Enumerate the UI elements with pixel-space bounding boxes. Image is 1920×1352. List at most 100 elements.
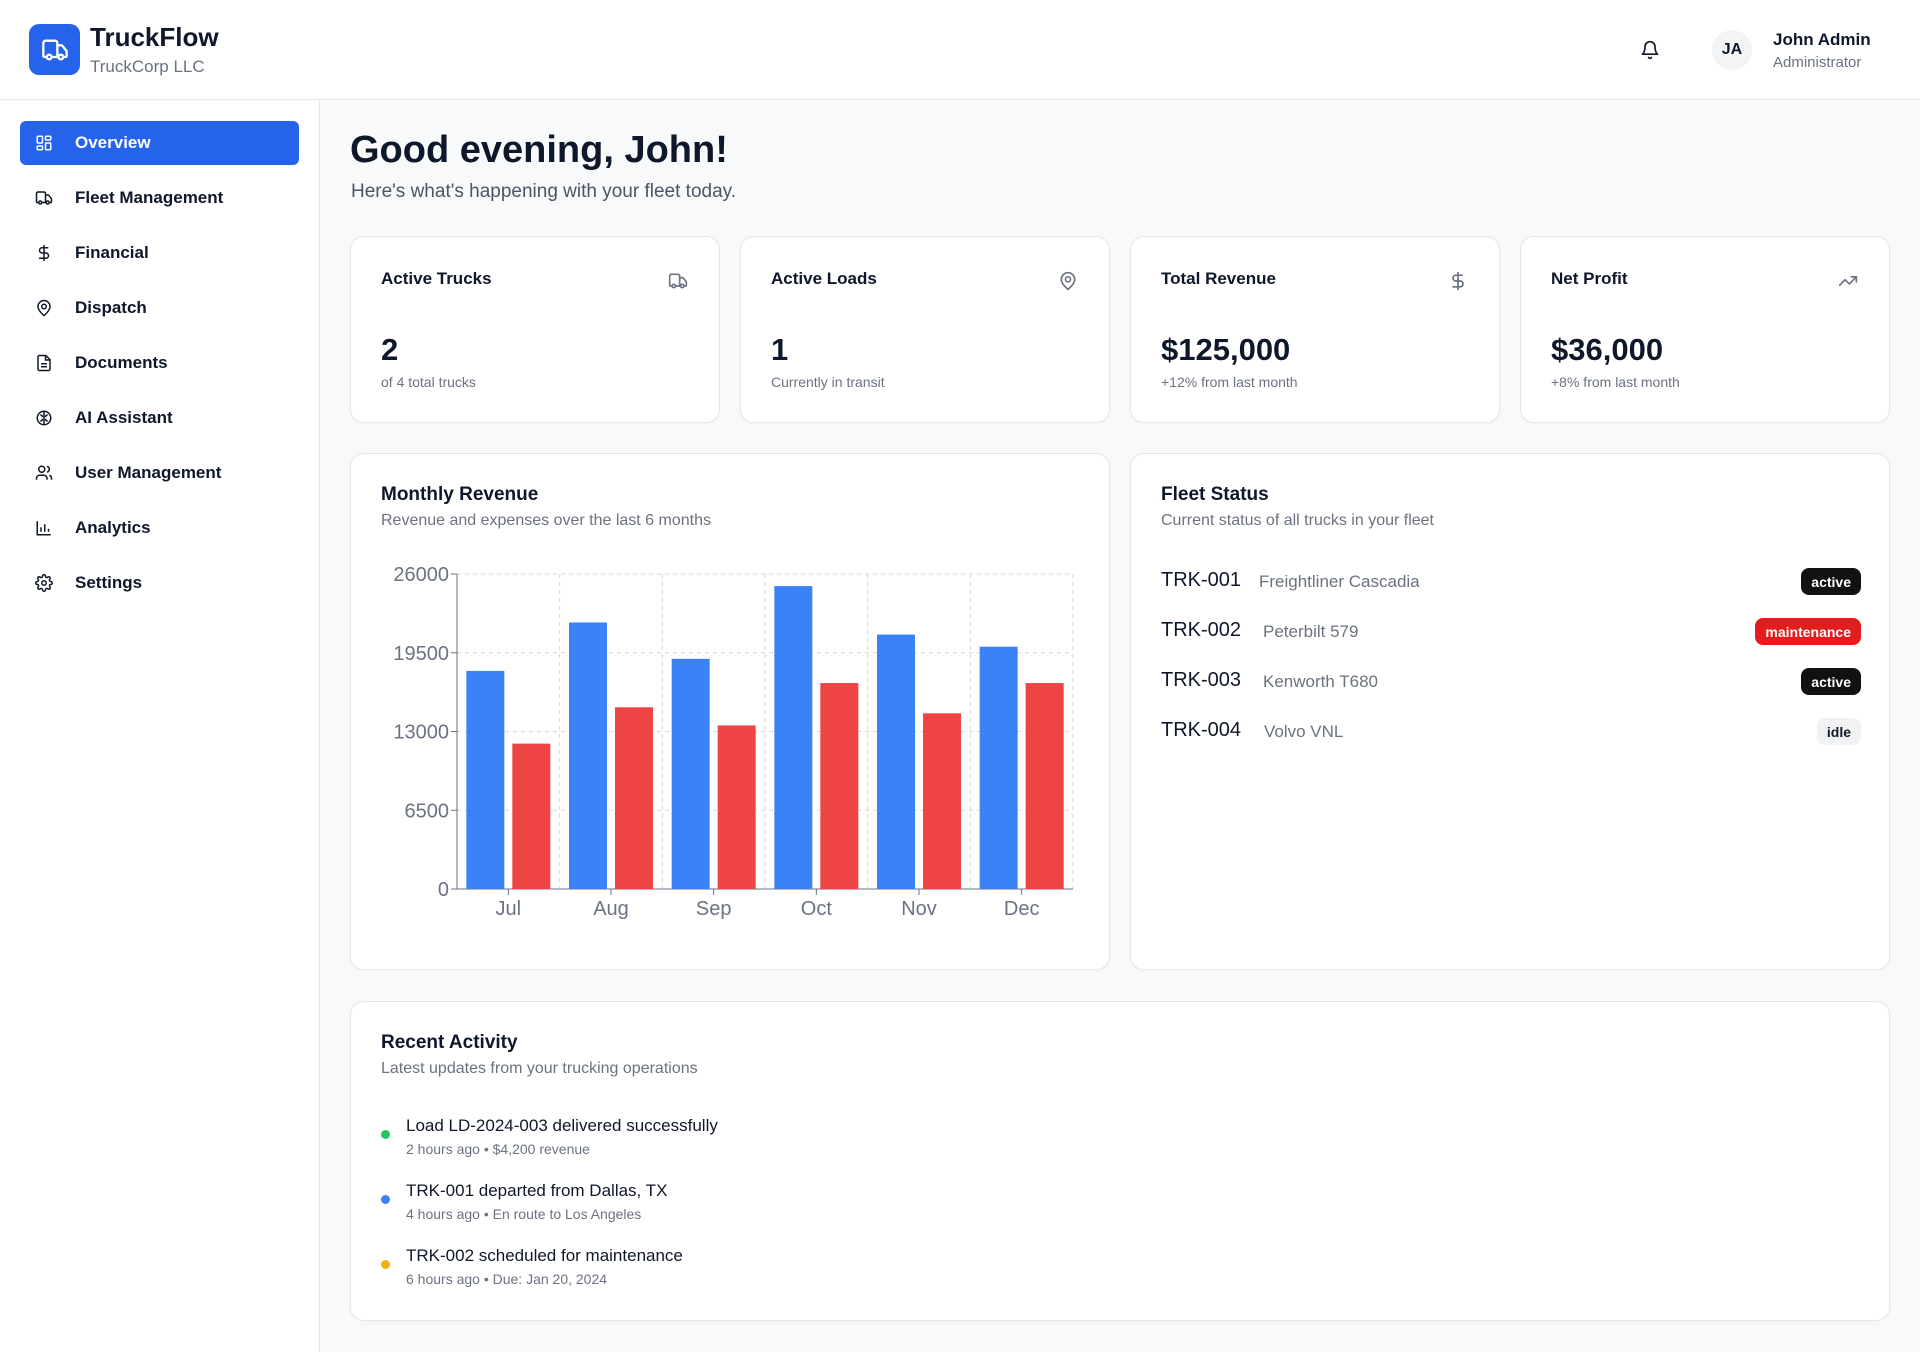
stat-title: Active Loads xyxy=(771,269,877,288)
sidebar-item-label: Fleet Management xyxy=(75,188,224,207)
monthly-revenue-card: Monthly Revenue Revenue and expenses ove… xyxy=(350,453,1110,970)
card-title: Recent Activity xyxy=(381,1032,518,1053)
y-tick-label: 19500 xyxy=(393,643,449,665)
x-tick-label: Oct xyxy=(801,898,833,920)
y-tick-label: 6500 xyxy=(405,800,450,822)
dollar-icon xyxy=(34,243,54,263)
bar xyxy=(774,586,813,889)
x-tick-label: Nov xyxy=(901,898,937,920)
sidebar-item-label: User Management xyxy=(75,463,222,482)
status-dot xyxy=(381,1195,390,1204)
activity-title: TRK-001 departed from Dallas, TX xyxy=(406,1181,668,1200)
users-icon xyxy=(34,463,54,483)
fleet-status-card: Fleet Status Current status of all truck… xyxy=(1130,453,1890,970)
stat-note: +8% from last month xyxy=(1551,374,1680,390)
bar xyxy=(820,683,859,889)
stat-note: Currently in transit xyxy=(771,374,885,390)
sidebar-item-overview[interactable]: Overview xyxy=(20,121,299,165)
top-header: TruckFlow TruckCorp LLC JA John Admin Ad… xyxy=(0,0,1920,100)
stat-card-net-profit: Net Profit $36,000 +8% from last month xyxy=(1520,236,1890,423)
bar-chart-icon xyxy=(34,518,54,538)
sidebar-item-settings[interactable]: Settings xyxy=(20,561,299,605)
bar xyxy=(717,725,756,889)
sidebar-item-dispatch[interactable]: Dispatch xyxy=(20,286,299,330)
stat-note: +12% from last month xyxy=(1161,374,1298,390)
activity-title: TRK-002 scheduled for maintenance xyxy=(406,1246,683,1265)
sidebar: Overview Fleet Management Financial Disp… xyxy=(0,101,320,1352)
stat-card-active-trucks: Active Trucks 2 of 4 total trucks xyxy=(350,236,720,423)
map-pin-icon xyxy=(34,298,54,318)
status-badge: maintenance xyxy=(1755,618,1861,645)
sidebar-item-documents[interactable]: Documents xyxy=(20,341,299,385)
truck-model: Kenworth T680 xyxy=(1263,672,1378,691)
sidebar-item-fleet-management[interactable]: Fleet Management xyxy=(20,176,299,220)
map-pin-icon xyxy=(1057,270,1079,292)
x-tick-label: Aug xyxy=(593,898,629,920)
truck-model: Volvo VNL xyxy=(1264,722,1344,741)
app-logo[interactable] xyxy=(29,24,80,75)
bar xyxy=(671,658,710,889)
x-tick-label: Sep xyxy=(696,898,732,920)
notifications-button[interactable] xyxy=(1636,36,1664,64)
sidebar-item-financial[interactable]: Financial xyxy=(20,231,299,275)
status-badge: active xyxy=(1801,668,1861,695)
grid-icon xyxy=(34,133,54,153)
page-title: Good evening, John! xyxy=(350,129,728,171)
card-subtitle: Revenue and expenses over the last 6 mon… xyxy=(381,512,711,529)
bar xyxy=(569,622,607,889)
activity-item[interactable]: TRK-001 departed from Dallas, TX 4 hours… xyxy=(381,1181,1181,1231)
stat-value: 2 xyxy=(381,332,399,367)
card-title: Fleet Status xyxy=(1161,484,1269,505)
stat-title: Active Trucks xyxy=(381,269,492,288)
truck-id: TRK-004 xyxy=(1161,719,1242,741)
bar xyxy=(1025,683,1064,889)
truck-id: TRK-002 xyxy=(1161,619,1242,641)
page-subtitle: Here's what's happening with your fleet … xyxy=(351,181,737,202)
sidebar-item-analytics[interactable]: Analytics xyxy=(20,506,299,550)
file-icon xyxy=(34,353,54,373)
bar xyxy=(979,646,1018,889)
truck-model: Peterbilt 579 xyxy=(1263,622,1359,641)
fleet-row[interactable]: TRK-001 Freightliner Cascadia active xyxy=(1161,567,1861,597)
dollar-icon xyxy=(1447,270,1469,292)
x-tick-label: Dec xyxy=(1004,898,1040,920)
sidebar-item-ai-assistant[interactable]: AI Assistant xyxy=(20,396,299,440)
sidebar-item-label: Analytics xyxy=(75,518,151,537)
app-name: TruckFlow xyxy=(90,22,219,52)
fleet-row[interactable]: TRK-002 Peterbilt 579 maintenance xyxy=(1161,617,1861,647)
bar xyxy=(615,707,653,889)
bell-icon xyxy=(1641,40,1659,60)
activity-item[interactable]: Load LD-2024-003 delivered successfully … xyxy=(381,1116,1181,1166)
stat-title: Net Profit xyxy=(1551,269,1628,288)
stat-value: $125,000 xyxy=(1161,332,1291,367)
truck-icon xyxy=(41,39,68,60)
truck-id: TRK-001 xyxy=(1161,569,1242,591)
stat-title: Total Revenue xyxy=(1161,269,1276,288)
status-badge: idle xyxy=(1816,718,1861,745)
card-subtitle: Current status of all trucks in your fle… xyxy=(1161,512,1434,529)
activity-detail: 4 hours ago • En route to Los Angeles xyxy=(406,1206,642,1222)
avatar[interactable]: JA xyxy=(1712,30,1752,70)
sidebar-item-label: Financial xyxy=(75,243,149,262)
fleet-row[interactable]: TRK-003 Kenworth T680 active xyxy=(1161,667,1861,697)
bar xyxy=(923,713,961,889)
stat-value: 1 xyxy=(771,332,789,367)
sidebar-item-label: Overview xyxy=(75,133,151,152)
fleet-row[interactable]: TRK-004 Volvo VNL idle xyxy=(1161,717,1861,747)
bar xyxy=(512,743,551,889)
status-dot xyxy=(381,1130,390,1139)
y-tick-label: 0 xyxy=(438,879,449,901)
sidebar-item-label: Documents xyxy=(75,353,168,372)
user-role: Administrator xyxy=(1773,54,1862,71)
activity-detail: 2 hours ago • $4,200 revenue xyxy=(406,1141,590,1157)
card-title: Monthly Revenue xyxy=(381,484,539,505)
user-name: John Admin xyxy=(1773,30,1871,49)
sidebar-item-label: Settings xyxy=(75,573,143,592)
activity-item[interactable]: TRK-002 scheduled for maintenance 6 hour… xyxy=(381,1246,1181,1296)
truck-model: Freightliner Cascadia xyxy=(1259,572,1420,591)
truck-id: TRK-003 xyxy=(1161,669,1242,691)
card-subtitle: Latest updates from your trucking operat… xyxy=(381,1060,698,1077)
status-badge: active xyxy=(1801,568,1861,595)
sidebar-item-user-management[interactable]: User Management xyxy=(20,451,299,495)
stat-card-active-loads: Active Loads 1 Currently in transit xyxy=(740,236,1110,423)
